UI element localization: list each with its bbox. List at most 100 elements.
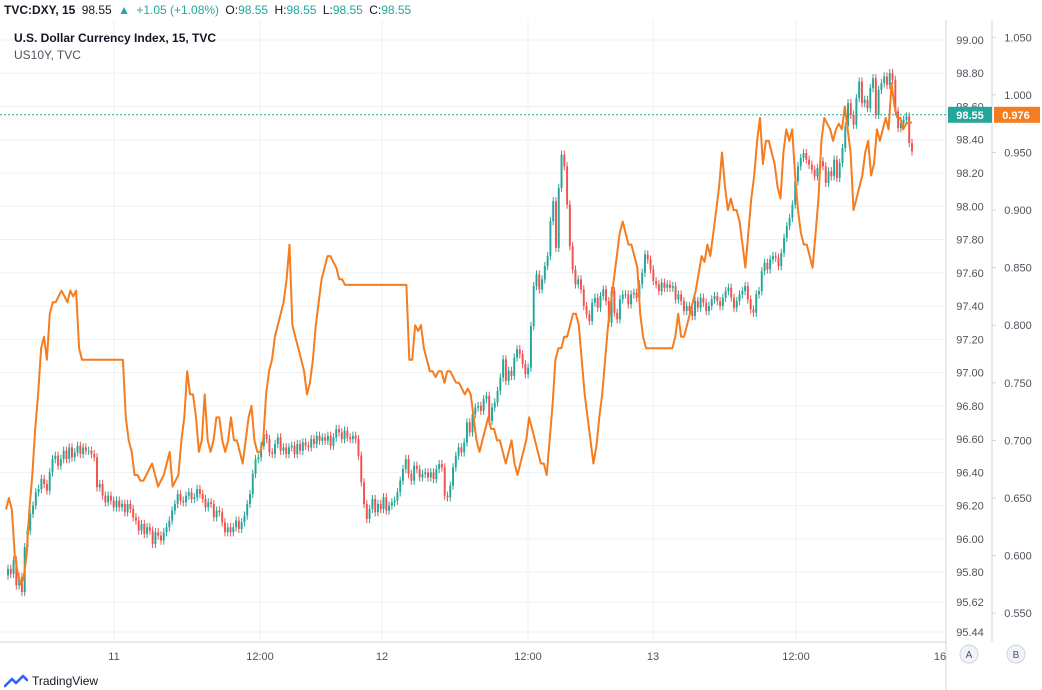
candle-body bbox=[368, 508, 371, 519]
candle-body bbox=[457, 447, 460, 456]
candle-body bbox=[71, 447, 73, 458]
price-tick-label-right: 1.000 bbox=[1004, 90, 1032, 102]
candle-body bbox=[376, 503, 379, 513]
last-price: 98.55 bbox=[81, 3, 112, 17]
candle-body bbox=[379, 503, 382, 509]
candle-body bbox=[666, 284, 669, 288]
axis-mode-button-b[interactable]: B bbox=[1006, 644, 1026, 664]
us10y-series-line[interactable] bbox=[5, 82, 912, 586]
candle-body bbox=[346, 430, 349, 438]
candle-body bbox=[758, 291, 760, 295]
candle-body bbox=[438, 464, 441, 470]
candle-body bbox=[566, 166, 569, 205]
candle-series[interactable] bbox=[7, 69, 913, 597]
candle-body bbox=[905, 116, 908, 120]
candle-body bbox=[571, 246, 574, 270]
candle-body bbox=[463, 442, 466, 453]
candle-body bbox=[282, 447, 285, 451]
candle-body bbox=[791, 204, 794, 218]
price-axis-left[interactable]: 99.0098.8098.6098.4098.2098.0097.8097.60… bbox=[956, 35, 984, 639]
candle-body bbox=[287, 447, 290, 455]
candle-body bbox=[51, 459, 54, 473]
candle-body bbox=[849, 103, 852, 115]
candle-body bbox=[240, 522, 243, 529]
candle-body bbox=[860, 81, 863, 104]
candle-body bbox=[212, 503, 215, 518]
candle-body bbox=[599, 296, 602, 308]
close-label: C: bbox=[369, 3, 382, 17]
legend-overlay-series[interactable]: US10Y, TVC bbox=[14, 48, 81, 62]
price-tick-label-right: 1.050 bbox=[1004, 32, 1032, 44]
price-tick-label-left: 95.44 bbox=[956, 627, 984, 639]
candle-body bbox=[390, 502, 393, 506]
candle-body bbox=[552, 201, 555, 222]
candle-body bbox=[360, 455, 363, 483]
candle-body bbox=[276, 437, 279, 445]
candle-body bbox=[788, 217, 791, 227]
candle-body bbox=[874, 78, 877, 115]
tradingview-logo[interactable]: TradingView bbox=[4, 672, 98, 690]
candle-body bbox=[568, 204, 571, 247]
candle-body bbox=[602, 289, 605, 297]
legend-main-series[interactable]: U.S. Dollar Currency Index, 15, TVC bbox=[14, 31, 217, 45]
candle-body bbox=[694, 301, 697, 317]
candle-body bbox=[96, 457, 98, 488]
price-tick-label-left: 98.40 bbox=[956, 135, 984, 147]
candle-body bbox=[143, 523, 146, 534]
candle-body bbox=[32, 505, 35, 514]
candle-body bbox=[354, 435, 357, 440]
candle-body bbox=[37, 488, 40, 493]
candle-body bbox=[207, 502, 210, 508]
candle-body bbox=[246, 503, 249, 516]
symbol-name[interactable]: TVC:DXY, 15 bbox=[4, 3, 76, 17]
candle-body bbox=[911, 143, 913, 152]
candle-body bbox=[404, 459, 407, 470]
candle-body bbox=[48, 472, 51, 491]
candle-body bbox=[399, 480, 402, 493]
candle-body bbox=[351, 435, 354, 440]
candle-body bbox=[538, 274, 541, 290]
candle-body bbox=[349, 437, 352, 440]
candle-body bbox=[866, 99, 869, 109]
candle-body bbox=[40, 479, 43, 489]
price-tick-label-left: 96.20 bbox=[956, 501, 984, 513]
candle-body bbox=[107, 495, 110, 503]
candle-body bbox=[321, 437, 324, 441]
candle-body bbox=[646, 254, 649, 260]
candle-body bbox=[802, 153, 805, 159]
candle-body bbox=[274, 444, 277, 455]
candle-body bbox=[290, 445, 293, 448]
candle-body bbox=[780, 252, 783, 267]
candle-body bbox=[652, 269, 655, 282]
candle-body bbox=[140, 523, 143, 531]
price-axis-right[interactable]: 1.050 1.000 0.950 0.900 0.850 0.800 0.750 0.700… bbox=[992, 32, 1032, 620]
candle-body bbox=[655, 281, 658, 285]
candle-body bbox=[182, 500, 185, 503]
axis-mode-button-a[interactable]: A bbox=[959, 644, 979, 664]
candle-body bbox=[154, 532, 157, 544]
candle-body bbox=[176, 493, 179, 504]
candle-body bbox=[137, 520, 140, 531]
candle-body bbox=[235, 520, 238, 528]
candle-body bbox=[296, 444, 299, 455]
time-tick-label: 12:00 bbox=[246, 651, 274, 663]
candle-body bbox=[393, 500, 396, 503]
candle-body bbox=[82, 447, 85, 455]
candle-body bbox=[813, 169, 816, 177]
candle-body bbox=[435, 469, 438, 480]
time-axis[interactable]: 11 12:00 12 12:00 13 12:00 16 bbox=[108, 651, 946, 663]
candle-body bbox=[168, 520, 171, 528]
candle-body bbox=[338, 429, 340, 433]
plot-area[interactable] bbox=[0, 20, 946, 642]
candle-body bbox=[496, 390, 499, 403]
price-tick-label-right: 0.850 bbox=[1004, 263, 1032, 275]
candle-body bbox=[733, 297, 735, 308]
candle-body bbox=[396, 492, 399, 501]
candle-body bbox=[649, 259, 652, 270]
candle-body bbox=[908, 116, 911, 144]
candle-body bbox=[752, 309, 755, 313]
price-change: +1.05 (+1.08%) bbox=[136, 3, 220, 17]
candle-body bbox=[741, 291, 744, 295]
candle-body bbox=[504, 359, 507, 381]
